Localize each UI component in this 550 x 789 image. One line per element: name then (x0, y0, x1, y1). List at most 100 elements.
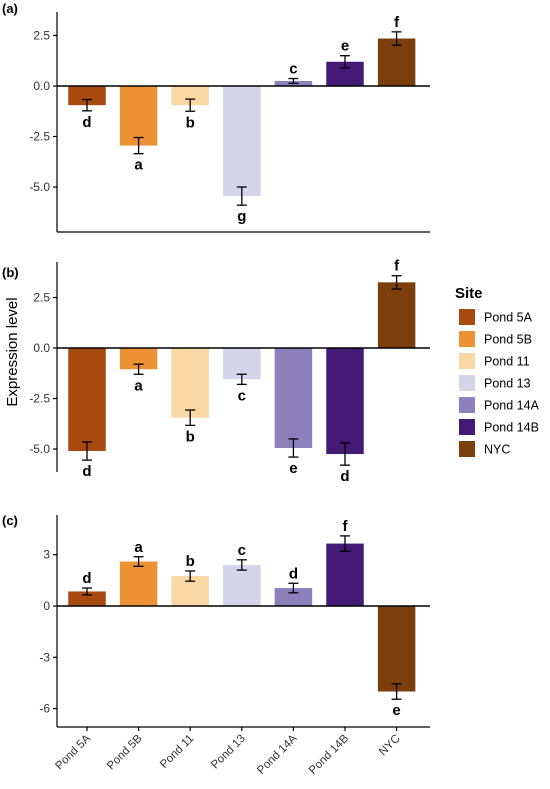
bar-pond-13 (223, 564, 261, 606)
significance-letter: f (394, 14, 400, 31)
y-tick-label: 2.5 (33, 29, 50, 43)
bar-pond-14a (274, 588, 313, 606)
legend-item: Pond 5B (459, 331, 532, 347)
y-tick-label: 2.5 (33, 291, 50, 305)
y-tick-label: 0.0 (33, 341, 50, 355)
error-bar (391, 31, 402, 46)
error-bar (391, 275, 402, 290)
legend-swatch (459, 375, 475, 391)
error-bar (236, 186, 247, 206)
y-tick-label: -2.5 (29, 130, 50, 144)
legend-label: NYC (484, 443, 510, 457)
x-tick-label: Pond 11 (158, 733, 196, 771)
legend-item: NYC (459, 441, 510, 457)
legend-item: Pond 14B (459, 419, 539, 435)
error-bar (185, 98, 196, 112)
legend: Site Pond 5A Pond 5B Pond 11 Pond 13 Pond 14… (455, 285, 540, 457)
error-bar (340, 55, 350, 69)
significance-letter: f (394, 258, 400, 275)
legend-swatch (459, 353, 475, 369)
significance-letter: b (186, 114, 195, 131)
bar-pond-5b (119, 86, 158, 146)
significance-letter: b (186, 428, 195, 445)
x-tick-label: Pond 13 (209, 733, 248, 772)
error-bar (236, 373, 247, 386)
x-tick-label: Pond 14B (307, 732, 351, 776)
legend-label: Pond 14A (484, 399, 540, 413)
significance-letter: a (134, 157, 143, 174)
bar-pond-5a (68, 348, 106, 452)
error-bar (133, 136, 144, 155)
panel-label: (b) (2, 265, 19, 280)
legend-swatch (459, 331, 475, 347)
bar-pond-11 (171, 86, 209, 106)
y-tick-label: 0 (43, 599, 50, 613)
error-bar (288, 582, 299, 594)
error-bar (391, 683, 402, 700)
panel-a: (a) 2.5 0.0 -2.5 -5.0 d a b g c e f (2, 1, 430, 233)
error-bar (185, 570, 196, 582)
significance-letter: e (341, 38, 349, 55)
bar-nyc (377, 282, 416, 348)
significance-letter: a (134, 377, 143, 394)
x-tick-label: Pond 14A (255, 732, 299, 776)
x-tick-label: NYC (377, 733, 403, 759)
legend-item: Pond 13 (459, 375, 531, 391)
error-bar (133, 556, 144, 567)
legend-label: Pond 11 (484, 355, 530, 369)
panel-c: (c) 3 0 -3 -6 d a b c d f e (2, 513, 430, 728)
y-tick-label: 0.0 (33, 79, 50, 93)
error-bar (288, 77, 299, 85)
error-bar (340, 535, 350, 552)
bar-nyc (377, 606, 416, 692)
significance-letter: d (340, 468, 349, 485)
bar-pond-5b (119, 561, 158, 606)
significance-letter: c (238, 542, 246, 559)
legend-label: Pond 14B (484, 421, 539, 435)
y-tick-label: -3 (39, 650, 50, 664)
legend-swatch (459, 309, 475, 325)
legend-label: Pond 13 (484, 377, 531, 391)
legend-label: Pond 5B (484, 333, 532, 347)
error-bar (340, 442, 350, 466)
legend-title: Site (455, 285, 483, 302)
bar-nyc (377, 38, 416, 86)
error-bar (288, 438, 299, 458)
bar-pond-13 (223, 86, 261, 197)
y-tick-label: -2.5 (29, 392, 50, 406)
x-tick-label: Pond 5B (105, 732, 145, 772)
error-bar (133, 363, 144, 375)
bar-pond-14b (326, 348, 364, 455)
error-bar (236, 559, 247, 571)
x-tick-label: Pond 5A (53, 732, 93, 772)
legend-item: Pond 11 (459, 353, 530, 369)
significance-letter: f (343, 518, 349, 535)
legend-swatch (459, 397, 475, 413)
significance-letter: d (82, 570, 91, 587)
bar-pond-14a (274, 348, 313, 448)
bar-pond-5b (119, 348, 158, 370)
significance-letter: b (186, 553, 195, 570)
legend-items: Pond 5A Pond 5B Pond 11 Pond 13 Pond 14A Pond… (459, 309, 540, 457)
significance-letter: d (289, 565, 298, 582)
significance-letter: c (289, 61, 297, 78)
panel-label: (c) (2, 513, 18, 528)
panel-b: (b) 2.5 0.0 -2.5 -5.0 d a b c e d f (2, 258, 430, 485)
bar-pond-11 (171, 348, 209, 418)
significance-letter: e (289, 460, 297, 477)
legend-swatch (459, 419, 475, 435)
chart-panels: (a) 2.5 0.0 -2.5 -5.0 d a b g c e f (b) 2.5 0.0 -2.5 -5.… (2, 1, 430, 728)
y-tick-label: -6 (39, 702, 50, 716)
legend-label: Pond 5A (484, 311, 533, 325)
error-bar (82, 98, 92, 112)
y-tick-label: -5.0 (29, 442, 50, 456)
significance-letter: g (237, 208, 246, 225)
significance-letter: d (82, 114, 91, 131)
legend-item: Pond 5A (459, 309, 533, 325)
y-tick-label: 3 (43, 548, 50, 562)
legend-swatch (459, 441, 475, 457)
y-axis-label: Expression level (4, 297, 21, 406)
bar-pond-14b (326, 543, 364, 606)
error-bar (82, 441, 92, 461)
